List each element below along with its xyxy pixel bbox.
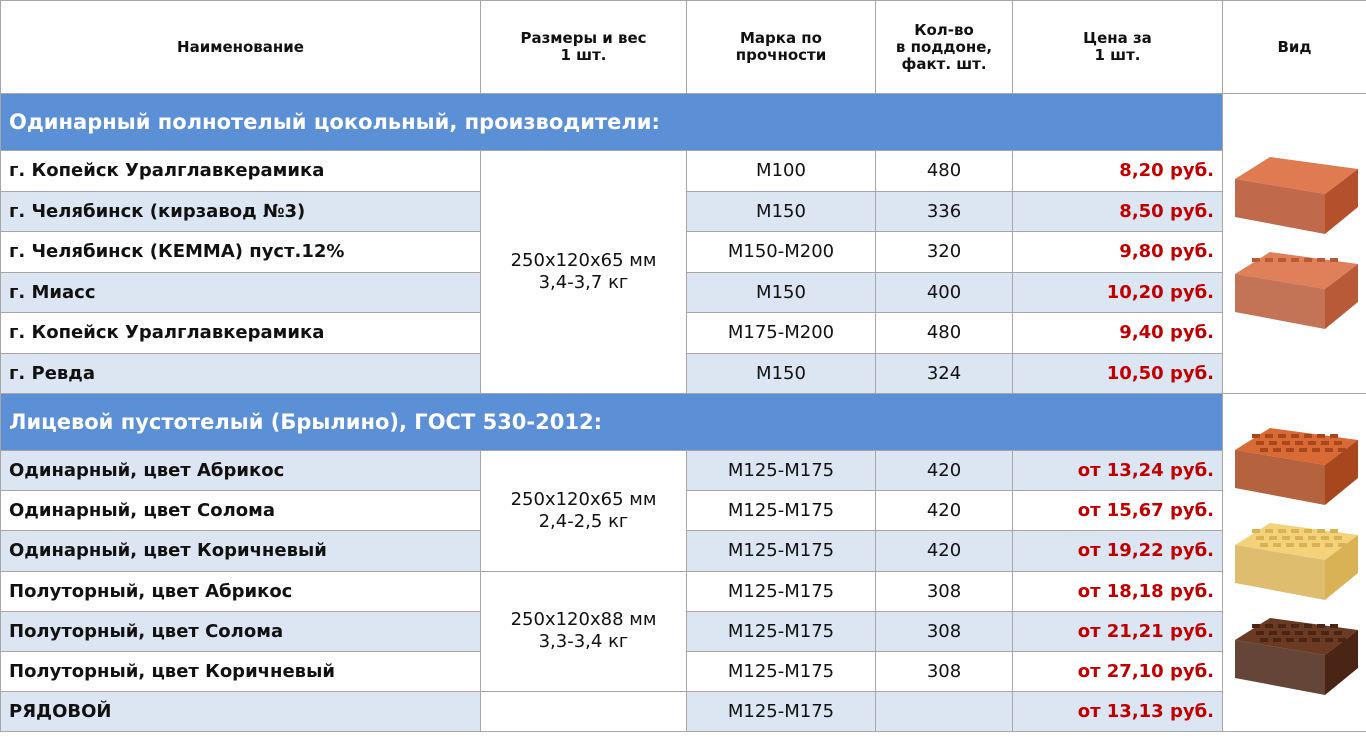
- pallet-qty: 320: [876, 232, 1013, 273]
- text-line: 1 шт.: [489, 47, 678, 64]
- brick-image: [1230, 244, 1360, 334]
- column-header: Вид: [1223, 1, 1366, 94]
- text-line: Вид: [1231, 39, 1358, 56]
- price: от 15,67 руб.: [1013, 491, 1223, 531]
- price: 10,50 руб.: [1013, 353, 1223, 394]
- grade: М100: [687, 151, 876, 192]
- product-name: Полуторный, цвет Абрикос: [1, 571, 481, 611]
- price: от 19,22 руб.: [1013, 531, 1223, 571]
- product-name: Одинарный, цвет Абрикос: [1, 451, 481, 491]
- product-name: г. Копейск Уралглавкерамика: [1, 313, 481, 354]
- pallet-qty: 480: [876, 151, 1013, 192]
- grade: М175-М200: [687, 313, 876, 354]
- product-name: г. Ревда: [1, 353, 481, 394]
- section-row: Лицевой пустотелый (Брылино), ГОСТ 530-2…: [1, 394, 1366, 451]
- grade: М125-М175: [687, 491, 876, 531]
- text-line: 3,4-3,7 кг: [489, 272, 678, 294]
- price: от 18,18 руб.: [1013, 571, 1223, 611]
- pallet-qty: 480: [876, 313, 1013, 354]
- product-name: г. Миасс: [1, 272, 481, 313]
- grade: М150: [687, 272, 876, 313]
- text-line: Кол-во: [884, 22, 1004, 39]
- pallet-qty: 324: [876, 353, 1013, 394]
- product-name: Одинарный, цвет Солома: [1, 491, 481, 531]
- price: от 13,13 руб.: [1013, 692, 1223, 732]
- price: от 27,10 руб.: [1013, 651, 1223, 691]
- pallet-qty: [876, 692, 1013, 732]
- text-line: Марка по: [695, 30, 867, 47]
- pallet-qty: 308: [876, 571, 1013, 611]
- price: 8,50 руб.: [1013, 191, 1223, 232]
- brick-image: [1230, 515, 1360, 605]
- section-title: Лицевой пустотелый (Брылино), ГОСТ 530-2…: [1, 394, 1223, 451]
- product-name: Полуторный, цвет Солома: [1, 611, 481, 651]
- price: от 13,24 руб.: [1013, 451, 1223, 491]
- grade: М150-М200: [687, 232, 876, 273]
- pallet-qty: 420: [876, 491, 1013, 531]
- text-line: 2,4-2,5 кг: [489, 511, 678, 533]
- section-row: Одинарный полнотелый цокольный, производ…: [1, 94, 1366, 151]
- price: 9,40 руб.: [1013, 313, 1223, 354]
- price: 10,20 руб.: [1013, 272, 1223, 313]
- price: 9,80 руб.: [1013, 232, 1223, 273]
- text-line: факт. шт.: [884, 56, 1004, 73]
- text-line: 250x120x65 мм: [489, 250, 678, 272]
- text-line: 250x120x65 мм: [489, 489, 678, 511]
- pallet-qty: 420: [876, 451, 1013, 491]
- text-line: Цена за: [1021, 30, 1214, 47]
- brick-image: [1230, 149, 1360, 239]
- table-row: РЯДОВОЙ М125-М175 от 13,13 руб.: [1, 692, 1366, 732]
- text-line: 1 шт.: [1021, 47, 1214, 64]
- column-header: Кол-вов поддоне,факт. шт.: [876, 1, 1013, 94]
- text-line: 250x120x88 мм: [489, 609, 678, 631]
- product-name: Полуторный, цвет Коричневый: [1, 651, 481, 691]
- pallet-qty: 400: [876, 272, 1013, 313]
- image-cell: [1223, 394, 1366, 732]
- grade: М150: [687, 191, 876, 232]
- size-weight: [481, 692, 687, 732]
- text-line: прочности: [695, 47, 867, 64]
- product-name: г. Челябинск (КЕММА) пуст.12%: [1, 232, 481, 273]
- pallet-qty: 308: [876, 651, 1013, 691]
- product-name: г. Копейск Уралглавкерамика: [1, 151, 481, 192]
- grade: М125-М175: [687, 692, 876, 732]
- product-name: Одинарный, цвет Коричневый: [1, 531, 481, 571]
- price: 8,20 руб.: [1013, 151, 1223, 192]
- pallet-qty: 308: [876, 611, 1013, 651]
- section-title: Одинарный полнотелый цокольный, производ…: [1, 94, 1223, 151]
- grade: М125-М175: [687, 611, 876, 651]
- product-name: г. Челябинск (кирзавод №3): [1, 191, 481, 232]
- price: от 21,21 руб.: [1013, 611, 1223, 651]
- text-line: Размеры и вес: [489, 30, 678, 47]
- grade: М125-М175: [687, 651, 876, 691]
- text-line: Наименование: [9, 39, 472, 56]
- grade: М125-М175: [687, 451, 876, 491]
- image-cell: [1223, 94, 1366, 394]
- grade: М125-М175: [687, 531, 876, 571]
- product-name: РЯДОВОЙ: [1, 692, 481, 732]
- grade: М150: [687, 353, 876, 394]
- pallet-qty: 420: [876, 531, 1013, 571]
- page: НаименованиеРазмеры и вес1 шт.Марка попр…: [0, 0, 1366, 748]
- column-header: Наименование: [1, 1, 481, 94]
- text-line: в поддоне,: [884, 39, 1004, 56]
- pallet-qty: 336: [876, 191, 1013, 232]
- brick-image: [1230, 420, 1360, 510]
- grade: М125-М175: [687, 571, 876, 611]
- text-line: 3,3-3,4 кг: [489, 631, 678, 653]
- brick-image: [1230, 610, 1360, 700]
